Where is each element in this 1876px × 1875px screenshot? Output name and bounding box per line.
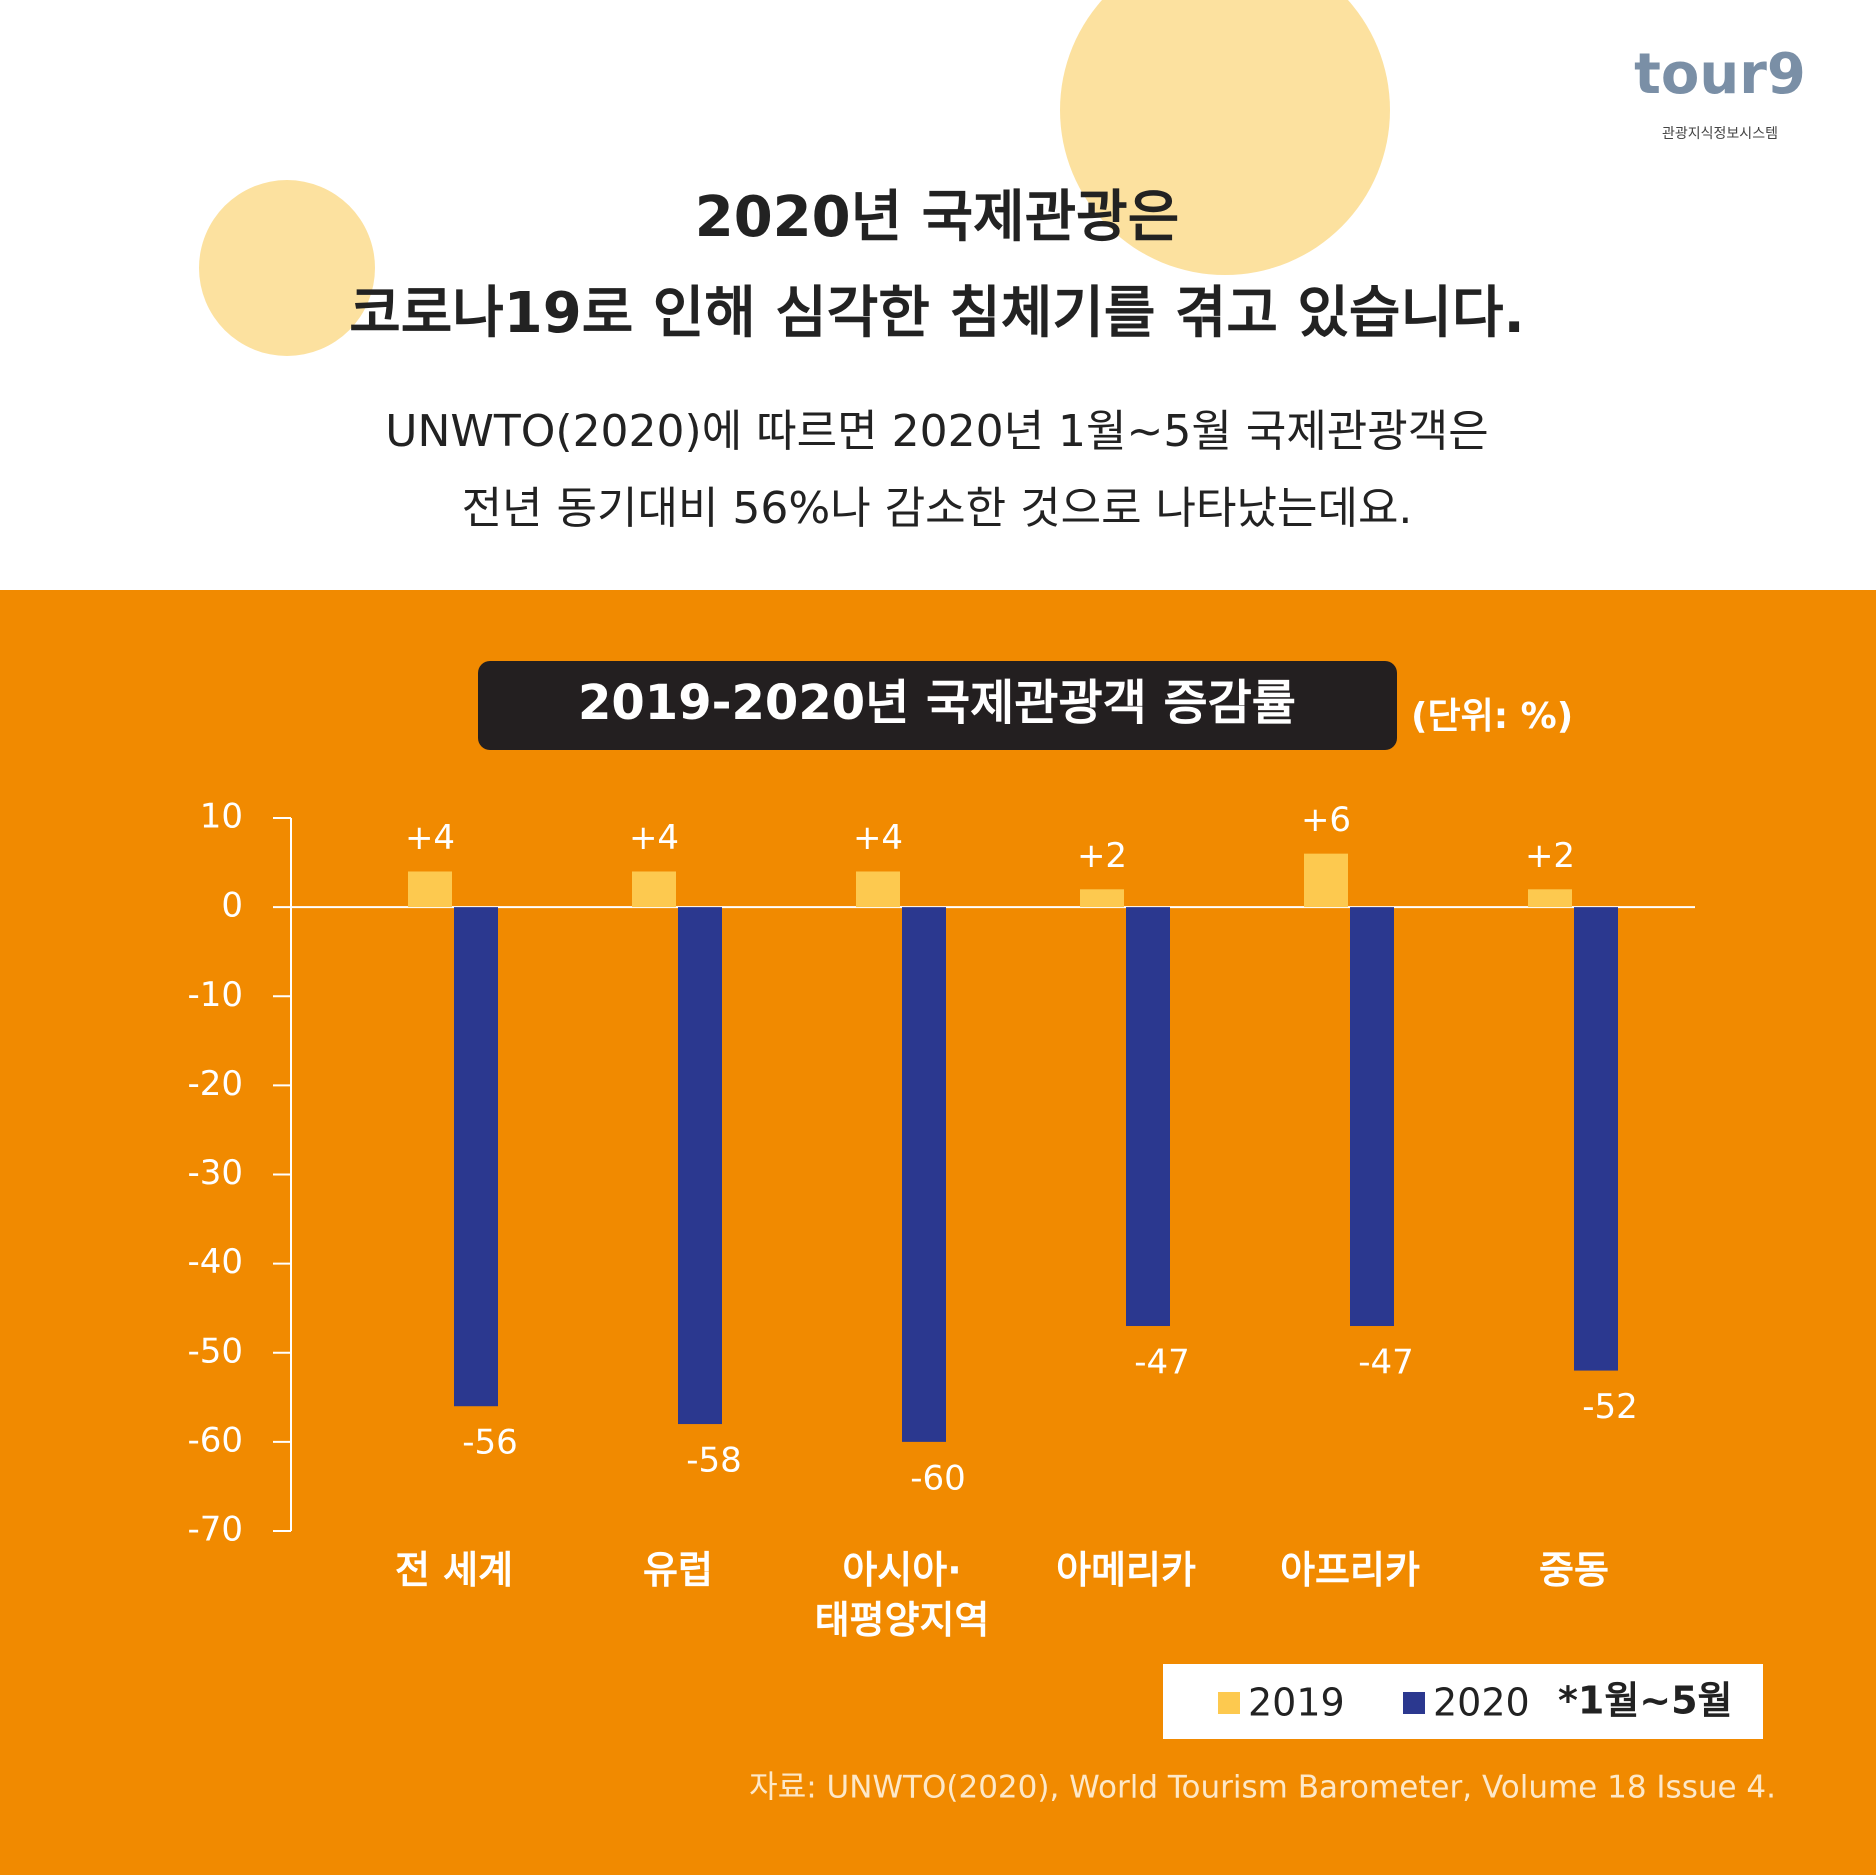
bar — [1080, 889, 1124, 908]
value-label: -47 — [1134, 1343, 1190, 1383]
bar — [1574, 907, 1618, 1371]
y-tick-label: 10 — [200, 797, 243, 837]
value-label: +4 — [405, 818, 455, 858]
x-tick-label: 아시아· 태평양지역 — [814, 1548, 990, 1642]
legend-swatch — [1218, 1692, 1240, 1714]
value-label: +6 — [1301, 800, 1351, 840]
logo: tour9 — [1634, 42, 1806, 107]
y-tick-label: -50 — [187, 1331, 243, 1371]
bar — [1126, 907, 1170, 1327]
legend-swatch — [1403, 1692, 1425, 1714]
subtitle: 전년 동기대비 56%나 감소한 것으로 나타났는데요. — [462, 483, 1413, 534]
subtitle: UNWTO(2020)에 따르면 2020년 1월~5월 국제관광객은 — [385, 406, 1488, 457]
value-label: -60 — [910, 1458, 966, 1498]
y-tick-label: -30 — [187, 1153, 243, 1193]
legend-note: *1월~5월 — [1558, 1679, 1733, 1723]
bar — [1304, 853, 1348, 908]
value-label: -58 — [686, 1441, 742, 1481]
value-label: +4 — [853, 818, 903, 858]
source: 자료: UNWTO(2020), World Tourism Barometer… — [749, 1770, 1776, 1806]
title: 코로나19로 인해 심각한 침체기를 겪고 있습니다. — [349, 281, 1525, 346]
unit: (단위: %) — [1411, 696, 1573, 737]
title: 2020년 국제관광은 — [695, 185, 1179, 250]
chart-title-box — [478, 661, 1397, 750]
logo-caption: 관광지식정보시스템 — [1662, 126, 1778, 142]
bar — [408, 871, 452, 908]
bar — [1528, 889, 1572, 908]
bar — [856, 871, 900, 908]
legend-label: 2019 — [1248, 1681, 1345, 1725]
legend-label: 2020 — [1433, 1681, 1530, 1725]
y-tick-label: -10 — [187, 975, 243, 1015]
y-tick-label: -40 — [187, 1242, 243, 1282]
x-tick-label: 전 세계 — [394, 1548, 514, 1592]
y-tick-label: 0 — [221, 886, 243, 926]
bar — [632, 871, 676, 908]
x-tick-label: 유럽 — [643, 1548, 713, 1592]
x-tick-label: 아메리카 — [1056, 1548, 1196, 1592]
bar — [678, 907, 722, 1425]
value-label: -47 — [1358, 1343, 1414, 1383]
value-label: -52 — [1582, 1387, 1638, 1427]
bar — [1350, 907, 1394, 1327]
y-tick-label: -20 — [187, 1064, 243, 1104]
bar — [902, 907, 946, 1442]
bar — [454, 907, 498, 1407]
chart-title: 2019-2020년 국제관광객 증감률 — [578, 675, 1296, 731]
virus-decoration — [199, 0, 1390, 356]
x-tick-label: 중동 — [1539, 1548, 1609, 1592]
value-label: +4 — [629, 818, 679, 858]
value-label: +2 — [1525, 836, 1575, 876]
value-label: -56 — [462, 1423, 518, 1463]
value-label: +2 — [1077, 836, 1127, 876]
x-tick-label: 아프리카 — [1280, 1548, 1420, 1592]
y-tick-label: -70 — [187, 1510, 243, 1550]
y-tick-label: -60 — [187, 1420, 243, 1460]
legend — [1163, 1664, 1763, 1739]
